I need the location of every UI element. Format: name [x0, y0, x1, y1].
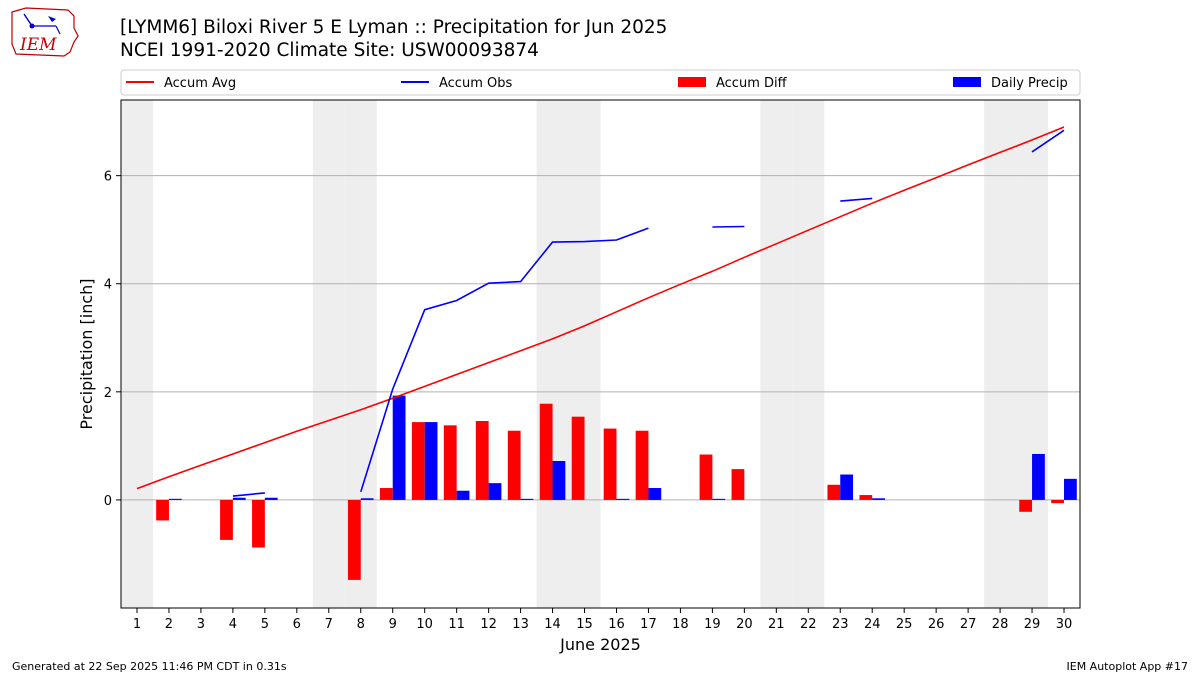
daily-precip-bar [232, 497, 246, 500]
x-tick-label: 16 [608, 617, 625, 632]
x-tick-label: 13 [512, 617, 529, 632]
x-tick-label: 21 [768, 617, 785, 632]
accum-diff-bar [571, 416, 585, 500]
generated-note: Generated at 22 Sep 2025 11:46 PM CDT in… [12, 660, 287, 673]
x-tick-label: 27 [960, 617, 977, 632]
x-tick-label: 3 [197, 617, 205, 632]
daily-precip-bar [648, 488, 662, 500]
accum-diff-bar [827, 484, 841, 500]
daily-precip-bar [424, 422, 438, 500]
x-tick-label: 10 [416, 617, 433, 632]
chart-title: [LYMM6] Biloxi River 5 E Lyman :: Precip… [120, 17, 668, 38]
legend-daily-precip-swatch [953, 77, 981, 87]
accum-diff-bar [1019, 499, 1033, 512]
x-tick-label: 30 [1056, 617, 1073, 632]
x-tick-label: 5 [261, 617, 269, 632]
daily-precip-bar [616, 498, 630, 500]
iem-logo: IEM [11, 7, 79, 57]
weekend-band [121, 100, 153, 608]
daily-precip-bar [840, 474, 854, 500]
weekend-band [536, 100, 569, 608]
accum-diff-bar [443, 425, 457, 500]
daily-precip-bar [488, 483, 502, 500]
weekend-band [760, 100, 793, 608]
accum-diff-bar [411, 422, 425, 500]
daily-precip-bar [872, 498, 886, 500]
x-tick-label: 20 [736, 617, 753, 632]
y-tick-label: 0 [104, 494, 112, 509]
y-tick-label: 4 [104, 278, 112, 293]
accum-diff-bar [539, 403, 553, 500]
accum-diff-bar [220, 499, 233, 540]
x-tick-label: 7 [325, 617, 333, 632]
weekend-band [312, 100, 345, 608]
x-tick-label: 24 [864, 617, 881, 632]
x-tick-label: 14 [544, 617, 561, 632]
x-tick-label: 2 [165, 617, 173, 632]
accum-avg-line [136, 126, 1065, 490]
legend-accum-diff-label: Accum Diff [716, 76, 788, 91]
accum-diff-bar [731, 469, 745, 500]
accum-diff-bar [379, 488, 393, 500]
x-tick-label: 18 [672, 617, 689, 632]
legend-daily-precip-label: Daily Precip [991, 76, 1068, 91]
daily-precip-bar [712, 498, 726, 500]
accum-diff-bar [156, 499, 169, 521]
x-tick-label: 19 [704, 617, 721, 632]
accum-diff-bar [699, 454, 713, 500]
legend-box [120, 69, 1081, 96]
iem-logo-text: IEM [19, 35, 57, 55]
accum-diff-bar [635, 430, 649, 500]
app-note: IEM Autoplot App #17 [1066, 660, 1189, 673]
accum-obs-line [232, 129, 1065, 497]
x-tick-label: 25 [896, 617, 913, 632]
daily-precip-bar [1064, 478, 1077, 500]
x-tick-label: 26 [928, 617, 945, 632]
x-tick-label: 29 [1024, 617, 1041, 632]
daily-precip-bar [456, 490, 470, 500]
accum-diff-bar [507, 430, 521, 500]
x-tick-label: 12 [480, 617, 497, 632]
y-tick-label: 2 [104, 386, 112, 401]
weekend-band [984, 100, 1017, 608]
accum-diff-bar [475, 421, 489, 500]
y-tick-label: 6 [104, 170, 112, 185]
plot-frame [120, 99, 1081, 609]
legend-accum-diff-swatch [678, 77, 706, 87]
x-tick-label: 1 [133, 617, 141, 632]
x-tick-label: 6 [293, 617, 301, 632]
x-tick-label: 15 [576, 617, 593, 632]
x-tick-label: 4 [229, 617, 237, 632]
accum-diff-bar [603, 428, 617, 500]
x-tick-label: 11 [448, 617, 465, 632]
accum-diff-bar [347, 499, 361, 580]
legend-accum-avg-label: Accum Avg [164, 76, 236, 91]
x-tick-label: 28 [992, 617, 1009, 632]
accum-diff-bar [859, 495, 873, 500]
weekend-band [792, 100, 825, 608]
x-tick-label: 17 [640, 617, 657, 632]
daily-precip-bar [168, 498, 182, 500]
daily-precip-bar [1032, 453, 1045, 500]
weekend-band [1016, 100, 1049, 608]
y-axis-label: Precipitation [inch] [77, 278, 96, 429]
weekend-band [568, 100, 601, 608]
daily-precip-bar [264, 497, 278, 500]
daily-precip-bar [392, 395, 406, 500]
daily-precip-bar [520, 498, 534, 500]
accum-diff-bar [1051, 499, 1065, 504]
chart-subtitle: NCEI 1991-2020 Climate Site: USW00093874 [120, 40, 539, 61]
legend-accum-obs-label: Accum Obs [439, 76, 512, 91]
x-tick-label: 8 [357, 617, 365, 632]
accum-diff-bar [252, 499, 265, 548]
x-tick-label: 23 [832, 617, 849, 632]
daily-precip-bar [552, 461, 566, 500]
x-tick-label: 9 [389, 617, 397, 632]
x-tick-label: 22 [800, 617, 817, 632]
x-axis-label: June 2025 [559, 635, 641, 654]
daily-precip-bar [360, 498, 374, 500]
